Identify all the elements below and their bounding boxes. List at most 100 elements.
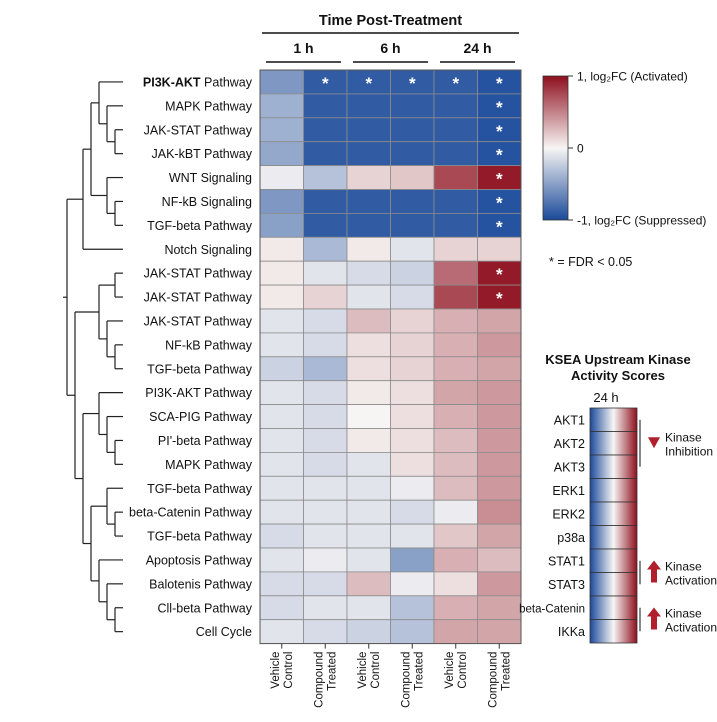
kinase-label: IKKa <box>558 625 585 639</box>
column-label-line1: Compound <box>487 652 499 708</box>
heatmap-cell <box>433 260 478 286</box>
row-label: PI'-beta Pathway <box>158 434 253 448</box>
heatmap-cell <box>346 212 391 238</box>
heatmap-cell <box>433 189 478 214</box>
heatmap-cell <box>303 93 348 119</box>
heatmap-cell <box>433 356 478 382</box>
column-label-line2: Treated <box>500 652 512 691</box>
kinase-label: STAT3 <box>548 578 585 592</box>
kinase-label: beta-Catenin <box>519 603 585 615</box>
heatmap-cell <box>477 475 522 501</box>
significance-star: * <box>496 146 503 165</box>
up-arrow-icon <box>647 607 661 630</box>
heatmap-cell <box>346 404 391 429</box>
heatmap-cell <box>433 117 478 143</box>
time-point-label: 24 h <box>463 40 491 56</box>
heatmap-cell <box>303 165 348 190</box>
row-label: Cell Cycle <box>196 625 252 639</box>
significance-star: * <box>496 74 503 93</box>
heatmap-cell <box>259 619 304 645</box>
heatmap-cell <box>303 189 348 214</box>
chart-title: Time Post-Treatment <box>319 13 462 29</box>
heatmap-cell <box>390 428 435 453</box>
heatmap-cell <box>346 308 391 334</box>
heatmap-cell <box>390 404 435 429</box>
up-arrow-icon <box>647 560 661 583</box>
row-label: JAK-kBT Pathway <box>151 147 252 161</box>
heatmap-cell <box>303 404 348 429</box>
heatmap-cell <box>346 428 391 453</box>
heatmap-cell <box>433 571 478 597</box>
heatmap-cell <box>477 547 522 573</box>
heatmap-cell <box>346 356 391 382</box>
heatmap-cell <box>346 117 391 143</box>
heatmap-cell <box>433 165 478 190</box>
ksea-bar <box>589 525 638 550</box>
heatmap-cell <box>433 236 478 262</box>
heatmap-cell <box>477 571 522 597</box>
significance-star: * <box>365 74 372 93</box>
heatmap-cell <box>433 595 478 621</box>
heatmap-cell <box>390 571 435 597</box>
time-point-label: 1 h <box>293 40 313 56</box>
heatmap-cell <box>477 404 522 429</box>
heatmap-cell <box>303 236 348 262</box>
heatmap-cell <box>390 93 435 119</box>
heatmap-cell <box>390 189 435 214</box>
heatmap-cell <box>303 141 348 166</box>
heatmap-cell <box>390 595 435 621</box>
heatmap-cell <box>303 308 348 334</box>
ksea-annotation-line1: Kinase <box>665 607 702 621</box>
heatmap-cell <box>477 236 522 262</box>
row-label: MAPK Pathway <box>165 99 253 113</box>
heatmap-cell <box>390 260 435 286</box>
heatmap-cell <box>346 332 391 358</box>
heatmap-cell <box>303 595 348 621</box>
column-label: Compound Treated <box>487 652 512 708</box>
heatmap-cell <box>346 547 391 573</box>
heatmap-grid: * * * * * * * * * * * * * <box>259 69 522 645</box>
row-label: TGF-beta Pathway <box>147 530 253 544</box>
heatmap-cell <box>303 260 348 286</box>
column-header: Time Post-Treatment 1 h 6 h 24 h <box>262 13 519 63</box>
heatmap-cell <box>259 547 304 573</box>
heatmap-cell <box>259 189 304 214</box>
column-label-line1: Vehicle <box>270 652 282 689</box>
heatmap-cell <box>477 380 522 406</box>
row-label: PI3K-AKT Pathway <box>143 75 253 89</box>
heatmap-cell <box>259 595 304 621</box>
heatmap-cell <box>477 499 522 525</box>
kinase-label: AKT1 <box>554 413 585 427</box>
significance-star: * <box>409 74 416 93</box>
heatmap-cell <box>303 547 348 573</box>
heatmap-cell <box>390 356 435 382</box>
column-label-line2: Control <box>457 652 469 689</box>
significance-star: * <box>452 74 459 93</box>
heatmap-cell <box>390 451 435 477</box>
heatmap-cell <box>303 475 348 501</box>
row-label: JAK-STAT Pathway <box>144 123 253 137</box>
significance-star: * <box>496 98 503 117</box>
heatmap-cell <box>259 165 304 190</box>
ksea-title-line2: Activity Scores <box>571 368 665 383</box>
ksea-bar <box>589 595 638 620</box>
ksea-bar <box>589 454 638 479</box>
heatmap-cell <box>346 475 391 501</box>
heatmap-cell <box>477 523 522 549</box>
row-label: NF-kB Signaling <box>162 195 252 209</box>
heatmap-cell <box>303 380 348 406</box>
column-label-line1: Vehicle <box>357 652 369 689</box>
heatmap-cell <box>390 236 435 262</box>
column-label: Compound Treated <box>313 652 338 708</box>
heatmap-cell <box>433 404 478 429</box>
dendrogram <box>63 81 123 633</box>
heatmap-cell <box>390 499 435 525</box>
significance-note: * = FDR < 0.05 <box>549 255 632 269</box>
heatmap-cell <box>433 547 478 573</box>
heatmap-cell <box>259 380 304 406</box>
heatmap-cell <box>433 93 478 119</box>
colorbar-legend: 1, log₂FC (Activated) 0 -1, log₂FC (Suppre… <box>542 70 706 269</box>
heatmap-cell <box>259 93 304 119</box>
